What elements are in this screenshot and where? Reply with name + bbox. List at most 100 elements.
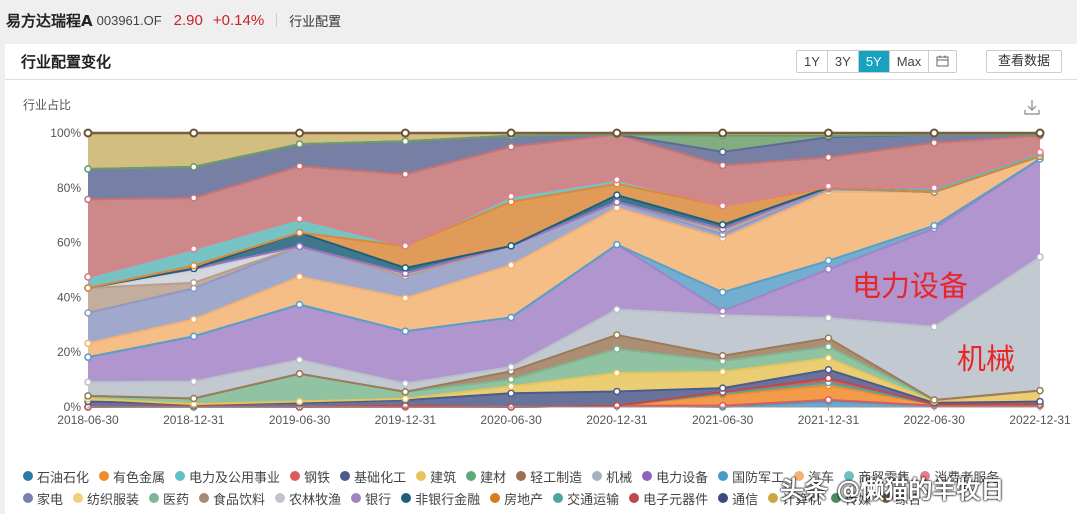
calendar-button[interactable] (929, 51, 956, 72)
legend-item[interactable]: 商贸零售 (844, 467, 910, 486)
data-point[interactable] (613, 305, 621, 314)
data-point[interactable] (190, 377, 198, 386)
legend-item[interactable]: 食品饮料 (199, 489, 265, 508)
data-point[interactable] (824, 314, 833, 322)
data-point[interactable] (507, 242, 515, 250)
data-point[interactable] (84, 353, 92, 361)
legend-item[interactable]: 通信 (718, 489, 758, 508)
data-point[interactable] (930, 396, 938, 404)
data-point[interactable] (295, 228, 304, 237)
data-point[interactable] (718, 148, 727, 156)
legend-item[interactable]: 建筑 (416, 467, 456, 486)
data-point[interactable] (613, 369, 621, 377)
data-point[interactable] (507, 382, 515, 391)
view-data-button[interactable]: 查看数据 (986, 50, 1063, 73)
legend-item[interactable]: 钢铁 (290, 467, 330, 486)
data-point[interactable] (824, 374, 833, 383)
data-point[interactable] (718, 351, 727, 360)
data-point[interactable] (930, 184, 938, 192)
range-3y-button[interactable]: 3Y (828, 51, 859, 72)
data-point[interactable] (824, 153, 833, 162)
legend-item[interactable]: 综合 (881, 489, 921, 508)
legend-item[interactable]: 传媒 (831, 489, 871, 508)
data-point[interactable] (401, 388, 410, 396)
data-point[interactable] (507, 363, 515, 371)
data-point[interactable] (190, 163, 198, 171)
data-point[interactable] (824, 342, 833, 351)
data-point[interactable] (295, 370, 304, 378)
data-point[interactable] (190, 315, 198, 324)
data-point[interactable] (295, 215, 304, 223)
legend-item[interactable]: 家电 (23, 489, 63, 508)
data-point[interactable] (400, 128, 410, 138)
legend-item[interactable]: 汽车 (794, 467, 834, 486)
legend-item[interactable]: 消费者服务 (920, 467, 999, 486)
data-point[interactable] (190, 262, 198, 270)
legend-item[interactable]: 农林牧渔 (275, 489, 341, 508)
legend-item[interactable]: 电子元器件 (629, 489, 708, 508)
data-point[interactable] (718, 288, 727, 297)
data-point[interactable] (929, 128, 939, 138)
data-point[interactable] (824, 256, 833, 265)
legend-item[interactable]: 房地产 (490, 489, 543, 508)
legend-item[interactable]: 机械 (592, 467, 632, 486)
data-point[interactable] (84, 309, 92, 317)
data-point[interactable] (190, 332, 198, 341)
data-point[interactable] (295, 140, 304, 148)
data-point[interactable] (506, 128, 516, 138)
data-point[interactable] (190, 278, 198, 287)
legend-item[interactable]: 银行 (351, 489, 391, 508)
data-point[interactable] (824, 182, 833, 190)
legend-item[interactable]: 电力及公用事业 (175, 467, 280, 486)
data-point[interactable] (507, 143, 515, 151)
data-point[interactable] (295, 397, 304, 406)
data-point[interactable] (1036, 253, 1044, 261)
data-point[interactable] (401, 242, 410, 250)
data-point[interactable] (84, 392, 92, 400)
legend-item[interactable]: 国防军工 (718, 467, 784, 486)
data-point[interactable] (401, 264, 410, 272)
data-point[interactable] (824, 334, 833, 342)
data-point[interactable] (824, 396, 833, 404)
data-point[interactable] (401, 327, 410, 336)
legend-item[interactable]: 医药 (149, 489, 189, 508)
data-point[interactable] (613, 191, 621, 199)
data-point[interactable] (295, 300, 304, 309)
data-point[interactable] (190, 245, 198, 253)
data-point[interactable] (824, 354, 833, 362)
data-point[interactable] (295, 162, 304, 170)
data-point[interactable] (401, 394, 410, 403)
data-point[interactable] (613, 345, 621, 353)
data-point[interactable] (718, 368, 727, 376)
data-point[interactable] (718, 221, 727, 229)
data-point[interactable] (401, 294, 410, 302)
data-point[interactable] (190, 194, 198, 202)
data-point[interactable] (1036, 148, 1044, 156)
data-point[interactable] (507, 375, 515, 384)
data-point[interactable] (401, 170, 410, 179)
data-point[interactable] (84, 165, 92, 173)
data-point[interactable] (295, 356, 304, 364)
data-point[interactable] (718, 307, 727, 315)
data-point[interactable] (84, 378, 92, 386)
data-point[interactable] (718, 128, 728, 138)
legend-item[interactable]: 基础化工 (340, 467, 406, 486)
data-point[interactable] (718, 384, 727, 392)
data-point[interactable] (84, 339, 92, 348)
data-point[interactable] (190, 394, 198, 403)
legend-item[interactable]: 轻工制造 (516, 467, 582, 486)
legend-item[interactable]: 建材 (466, 467, 506, 486)
data-point[interactable] (930, 139, 938, 147)
data-point[interactable] (84, 195, 92, 204)
data-point[interactable] (401, 379, 410, 388)
data-point[interactable] (295, 273, 304, 281)
data-point[interactable] (612, 128, 622, 138)
data-point[interactable] (84, 273, 92, 281)
data-point[interactable] (613, 387, 621, 396)
range-5y-button[interactable]: 5Y (858, 51, 890, 72)
data-point[interactable] (1036, 386, 1044, 395)
data-point[interactable] (401, 137, 410, 146)
data-point[interactable] (507, 261, 515, 269)
data-point[interactable] (295, 242, 304, 251)
data-point[interactable] (613, 175, 621, 184)
